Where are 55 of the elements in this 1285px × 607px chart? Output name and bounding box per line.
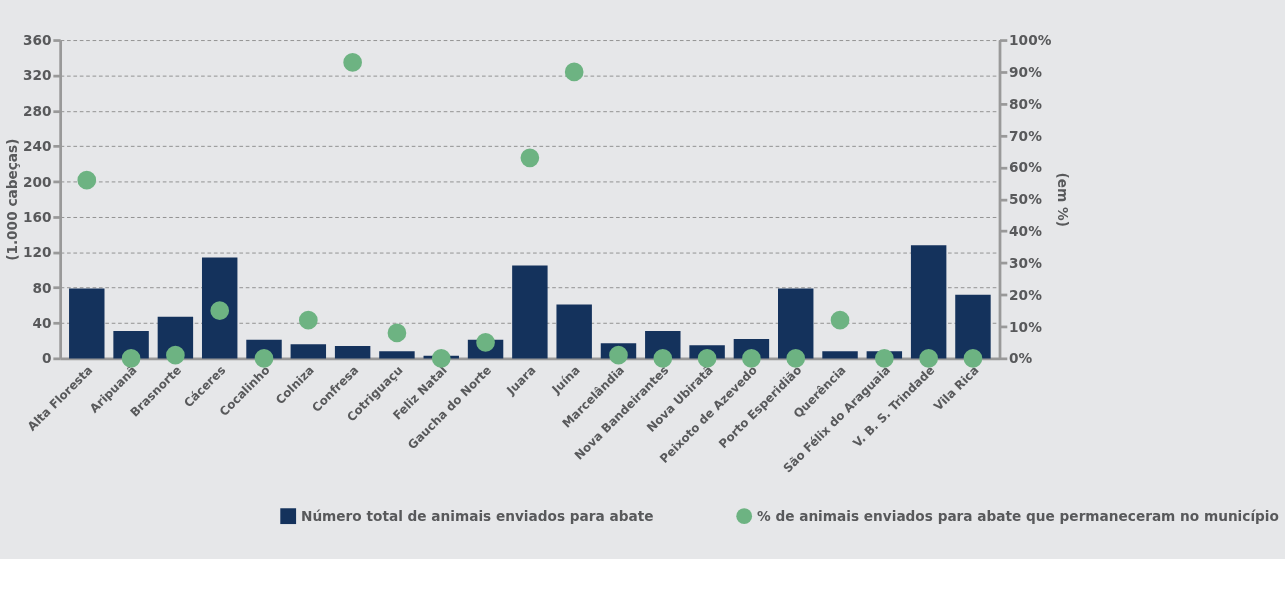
y2-tick-label: 90%	[1009, 63, 1043, 80]
bar	[290, 344, 327, 359]
bar	[69, 288, 105, 359]
y-tick-label: 360	[23, 32, 52, 49]
point	[121, 349, 141, 368]
y2-tick-label: 50%	[1009, 191, 1043, 208]
y2-tick-label: 30%	[1009, 254, 1043, 271]
bar	[379, 351, 415, 359]
point	[609, 345, 628, 365]
bar	[910, 245, 947, 359]
point	[697, 349, 717, 368]
y-tick-label: 80	[32, 279, 52, 296]
y2-tick-label: 0%	[1009, 350, 1033, 367]
bar	[822, 351, 858, 359]
point	[298, 310, 318, 330]
y2-tick-label: 80%	[1009, 95, 1043, 112]
point	[786, 349, 806, 368]
bar	[201, 257, 238, 359]
y2-tick-label: 40%	[1009, 223, 1043, 240]
bar	[512, 265, 548, 359]
y2-tick-label: 20%	[1009, 286, 1043, 303]
y2-tick-label: 100%	[1009, 32, 1052, 49]
bar	[556, 304, 592, 359]
point	[343, 53, 362, 72]
y2-tick-label: 10%	[1009, 318, 1043, 335]
y2-tick-label: 70%	[1009, 127, 1043, 144]
point	[254, 349, 274, 368]
y-tick-label: 280	[23, 102, 52, 119]
point	[387, 323, 407, 343]
y-tick-label: 240	[23, 138, 52, 155]
point	[210, 301, 230, 320]
y-tick-label: 160	[23, 208, 52, 225]
bar	[334, 346, 371, 359]
bar	[955, 294, 991, 359]
point	[431, 349, 451, 368]
point	[919, 349, 938, 368]
point	[875, 349, 894, 368]
point	[520, 148, 540, 168]
y2-axis-title: (em %)	[1054, 172, 1071, 227]
y-tick-label: 120	[23, 244, 52, 261]
y-tick-label: 0	[42, 350, 52, 367]
y-axis-title: (1.000 cabeças)	[3, 138, 20, 261]
y-tick-label: 40	[32, 315, 52, 332]
bar	[778, 288, 814, 359]
point	[77, 170, 97, 190]
point	[564, 62, 584, 82]
point	[166, 345, 185, 365]
legend-label: % de animais enviados para abate que permaneceram no município	[756, 507, 1279, 524]
point	[653, 349, 673, 368]
y2-tick-label: 60%	[1009, 159, 1043, 176]
legend-label: Número total de animais enviados para abate	[300, 507, 654, 524]
point	[830, 310, 850, 330]
point	[963, 349, 983, 368]
y-tick-label: 320	[23, 67, 52, 84]
y-tick-label: 200	[23, 173, 52, 190]
